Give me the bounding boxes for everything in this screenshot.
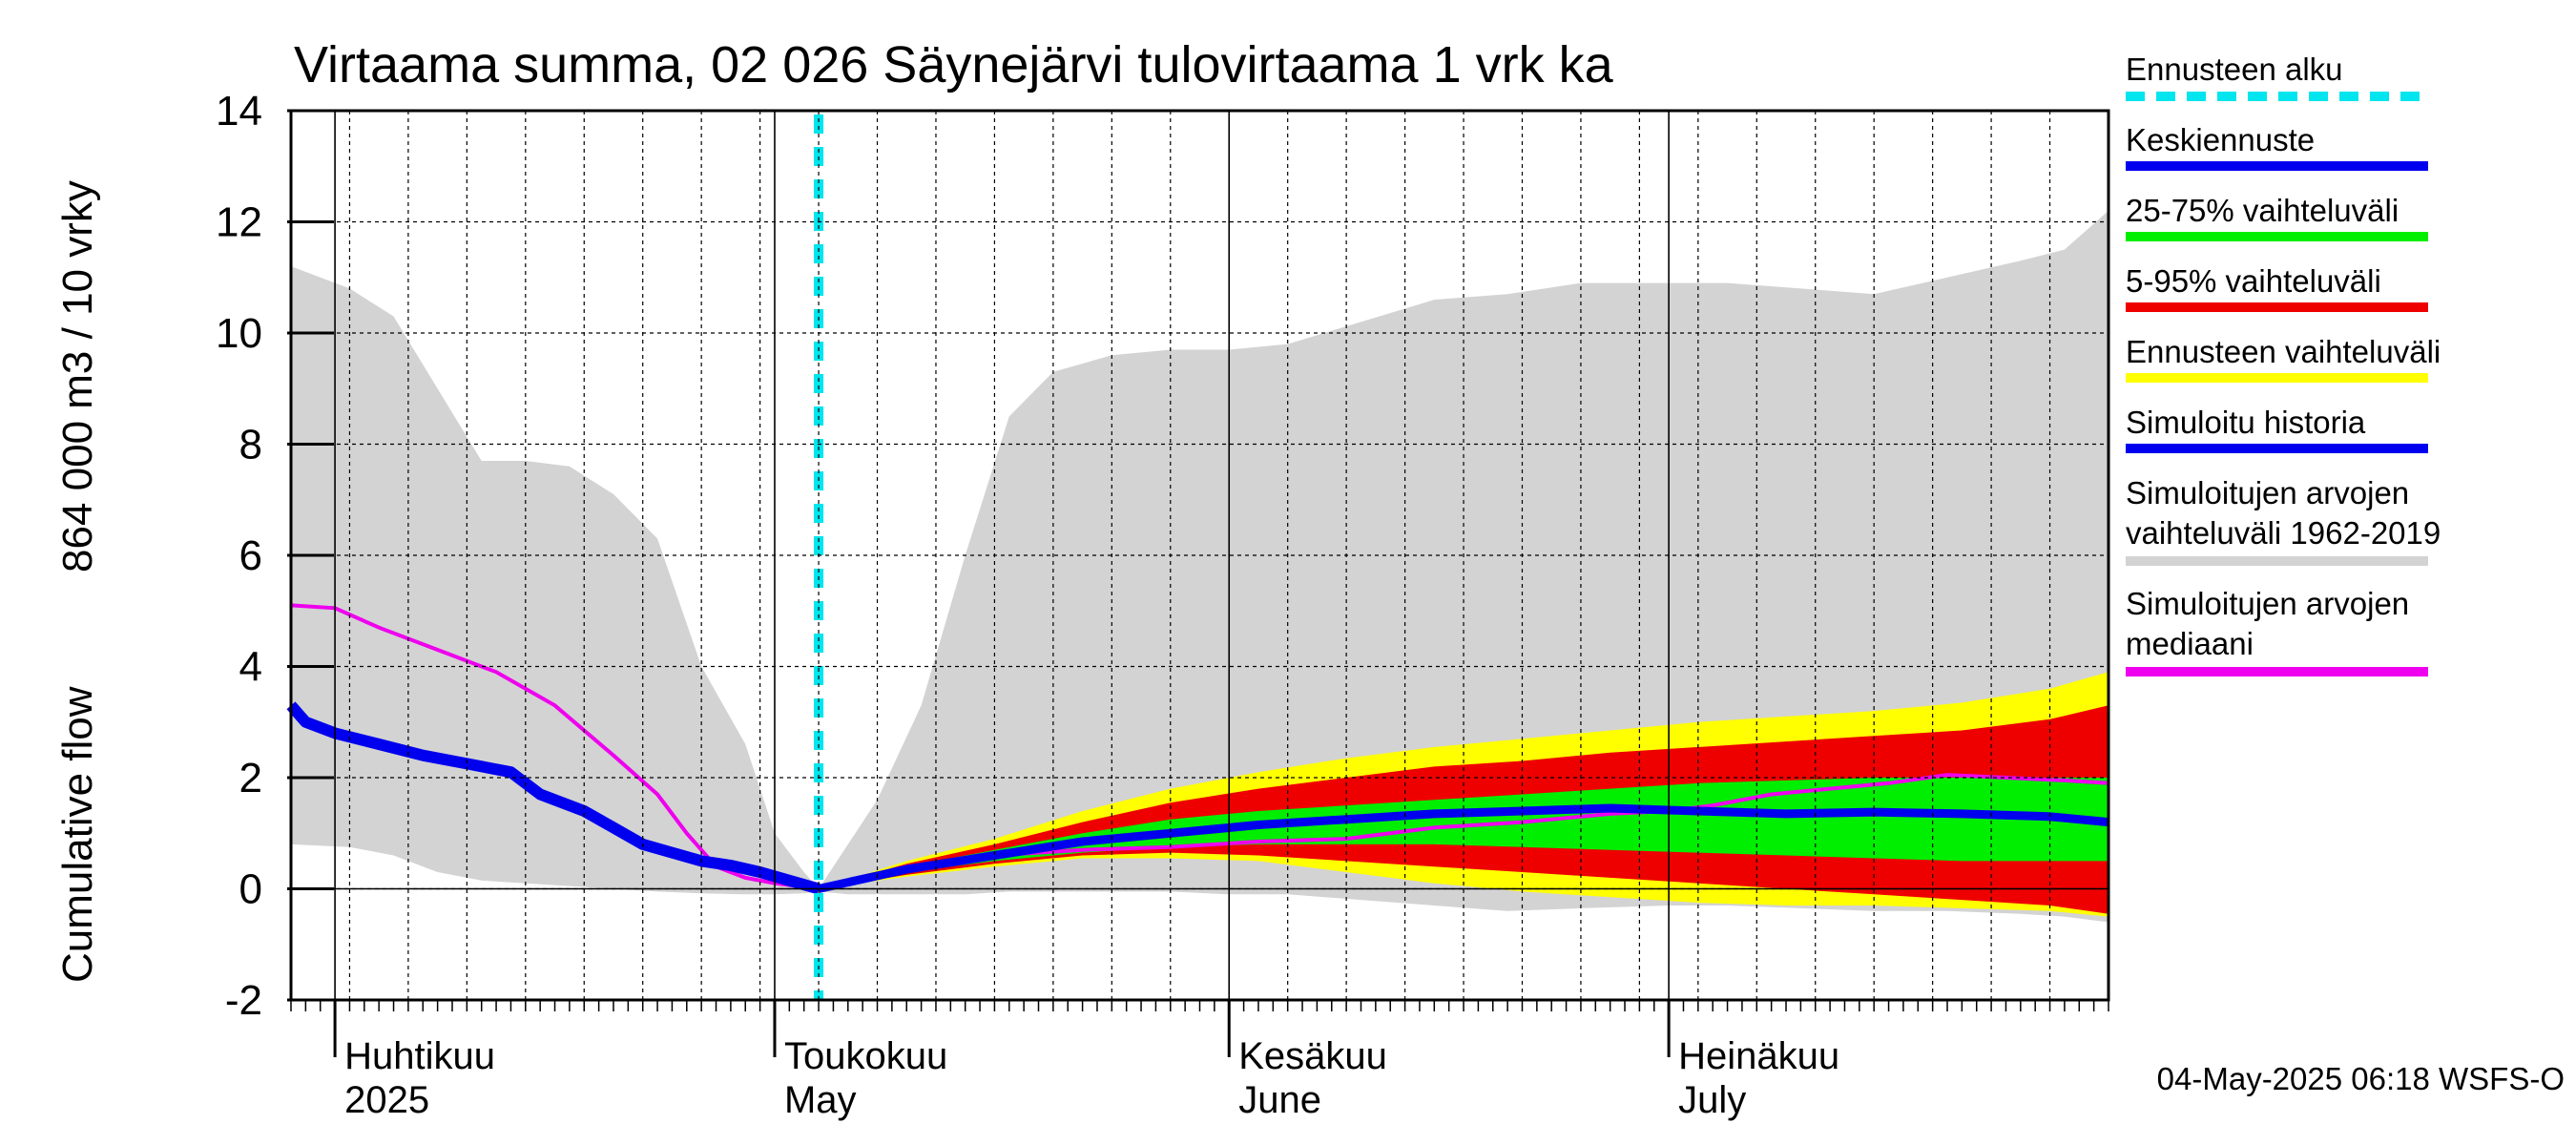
month-label-en: 2025 [344,1079,429,1121]
legend-entry: Simuloitu historia [2126,405,2428,453]
legend: Ennusteen alku Keskiennuste 25-75% vaihtel… [2126,52,2441,677]
y-tick-label: 0 [239,866,262,913]
legend-label: 5-95% vaihteluväli [2126,263,2381,299]
simulated-history-line [286,701,821,895]
legend-entry: 5-95% vaihteluväli [2126,263,2428,312]
legend-entry: Ennusteen vaihteluväli [2126,334,2441,383]
y-tick-label: 14 [216,88,262,135]
y-tick-label: 10 [216,310,262,357]
month-label-fi: Toukokuu [784,1035,947,1077]
y-tick-label: 6 [239,532,262,579]
month-label-en: May [784,1079,857,1121]
legend-label: Simuloitujen arvojen mediaani [2126,586,2409,661]
forecast-mean-line [818,803,2109,893]
legend-label: 25-75% vaihteluväli [2126,193,2399,228]
month-label-en: June [1238,1079,1321,1121]
legend-entry: Simuloitujen arvojen mediaani [2126,586,2428,677]
legend-label: Simuloitu historia [2126,405,2366,440]
legend-label: Simuloitujen arvojen vaihteluväli 1962-20… [2126,475,2441,551]
band-25-75 [819,778,2109,889]
month-label-fi: Huhtikuu [344,1035,495,1077]
y-tick-label: 4 [239,644,262,691]
legend-label: Ennusteen vaihteluväli [2126,334,2441,369]
y-axis-label-bottom: Cumulative flow [54,686,101,983]
month-label-fi: Kesäkuu [1238,1035,1387,1077]
legend-entry: Simuloitujen arvojen vaihteluväli 1962-20… [2126,475,2441,566]
month-label-fi: Heinäkuu [1678,1035,1839,1077]
y-tick-label: -2 [225,977,262,1024]
plot-area [286,114,2109,1000]
month-label-en: July [1678,1079,1746,1121]
timestamp-label: 04-May-2025 06:18 WSFS-O [2157,1061,2565,1096]
legend-entry: 25-75% vaihteluväli [2126,193,2428,241]
chart-title: Virtaama summa, 02 026 Säynejärvi tulovi… [294,36,1614,94]
legend-entry: Ennusteen alku [2126,52,2428,101]
y-tick-label: 8 [239,422,262,468]
legend-entry: Keskiennuste [2126,122,2428,171]
y-tick-label: 12 [216,199,262,246]
y-tick-label: 2 [239,755,262,802]
historical-median-line [290,603,2109,891]
legend-label: Ennusteen alku [2126,52,2343,87]
y-axis-label-top: 864 000 m3 / 10 vrky [54,180,101,572]
legend-label: Keskiennuste [2126,122,2315,157]
